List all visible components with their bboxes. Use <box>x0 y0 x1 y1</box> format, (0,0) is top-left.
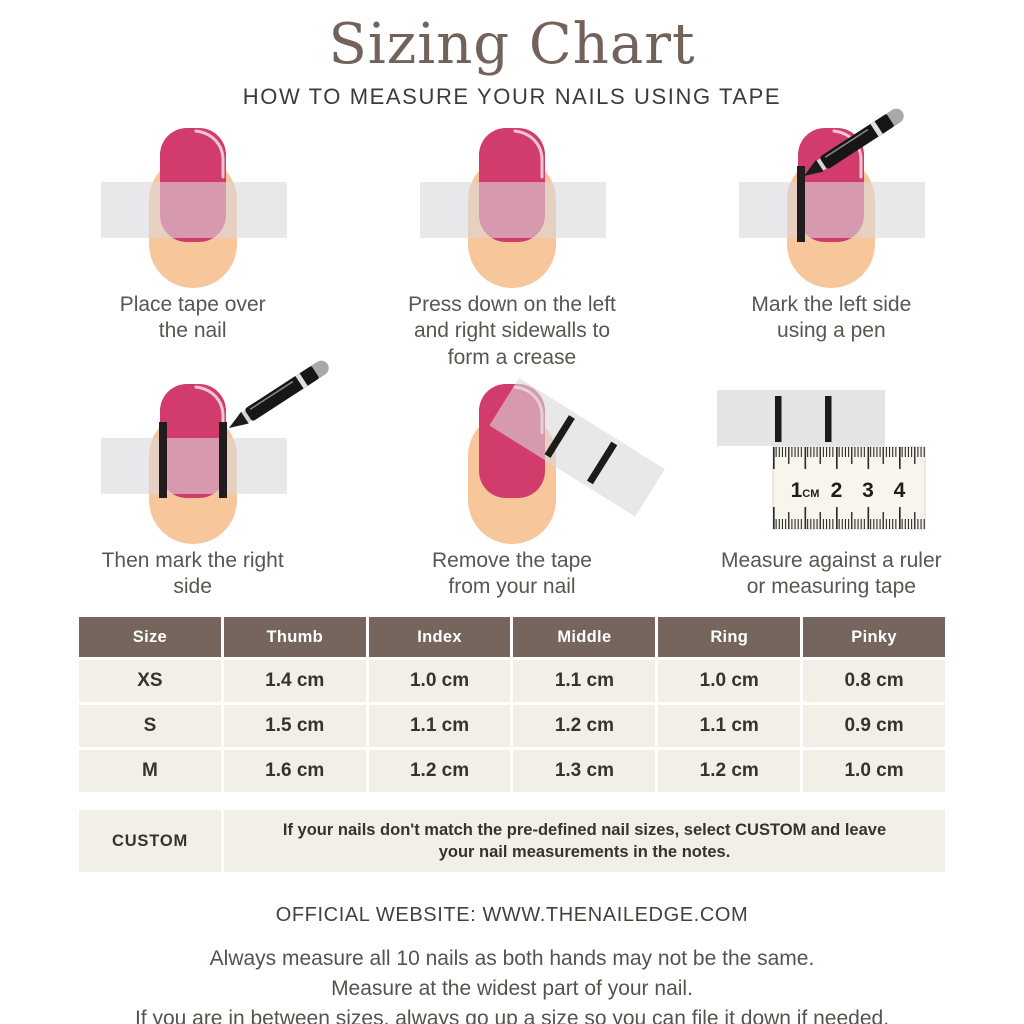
finger-peel-tape-illustration <box>466 377 665 546</box>
left-mark-line <box>797 165 806 242</box>
value-cell: 1.2 cm <box>368 750 511 793</box>
finger-pen-illustration <box>739 104 926 290</box>
table-header-pinky: Pinky <box>803 617 945 658</box>
table-header-size: Size <box>79 617 221 658</box>
step-caption: Remove the tape from your nail <box>432 548 592 599</box>
tape-graphic <box>739 181 926 238</box>
value-cell: 1.0 cm <box>658 660 801 703</box>
footer-note: Measure at the widest part of your nail. <box>331 977 693 1001</box>
finger-tape-illustration <box>100 126 287 290</box>
size-table: Size Thumb Index Middle Ring Pinky XS 1.… <box>79 617 945 793</box>
value-cell: 1.2 cm <box>658 750 801 793</box>
value-cell: 1.4 cm <box>223 660 366 703</box>
table-header-middle: Middle <box>513 617 656 658</box>
step-caption: Mark the left side using a pen <box>751 292 912 343</box>
step-remove-tape: Remove the tape from your nail <box>355 376 668 601</box>
peeled-tape-graphic <box>489 377 665 517</box>
value-cell: 1.3 cm <box>513 750 656 793</box>
page-subtitle: HOW TO MEASURE YOUR NAILS USING TAPE <box>242 83 782 109</box>
tape-graphic <box>100 181 287 238</box>
step-caption: Measure against a ruler or measuring tap… <box>721 548 942 599</box>
mark-line <box>775 395 782 442</box>
step-place-tape: Place tape over the nail <box>36 120 349 372</box>
value-cell: 1.1 cm <box>658 705 801 748</box>
left-mark-line <box>158 421 167 498</box>
steps-row-2: Then mark the right side Remove the tape… <box>36 356 988 601</box>
page-title: Sizing Chart <box>328 12 696 77</box>
ruler-measure-illustration: 1CM 2 3 4 <box>717 389 926 530</box>
step-press-sidewalls: Press down on the left and right sidewal… <box>355 120 668 372</box>
right-mark-line <box>218 421 227 498</box>
size-cell-s: S <box>79 705 221 748</box>
step-caption: Place tape over the nail <box>119 292 266 343</box>
step-measure-ruler: 1CM 2 3 4 Measure against a ruler or mea… <box>675 376 988 601</box>
step-mark-right: Then mark the right side <box>36 356 349 601</box>
value-cell: 1.0 cm <box>368 660 511 703</box>
custom-label: CUSTOM <box>79 810 221 873</box>
value-cell: 1.0 cm <box>803 750 945 793</box>
footer-notes: Always measure all 10 nails as both hand… <box>0 944 1024 1024</box>
ruler-number-1: 1CM <box>791 479 820 502</box>
ruler-number-3: 3 <box>862 479 874 502</box>
step-caption: Press down on the left and right sidewal… <box>408 292 616 370</box>
mark-line <box>825 395 832 442</box>
footer-note: Always measure all 10 nails as both hand… <box>209 947 815 971</box>
ruler-graphic: 1CM 2 3 4 <box>772 446 926 530</box>
tape-graphic <box>419 181 606 238</box>
mark-line <box>586 441 618 485</box>
ruler-number-4: 4 <box>894 479 906 502</box>
table-header-index: Index <box>368 617 511 658</box>
value-cell: 1.1 cm <box>368 705 511 748</box>
size-cell-m: M <box>79 750 221 793</box>
value-cell: 0.8 cm <box>803 660 945 703</box>
step-caption: Then mark the right side <box>101 548 284 599</box>
ruler-number-2: 2 <box>831 479 843 502</box>
mark-line <box>544 414 575 458</box>
marked-tape-graphic <box>717 389 886 446</box>
finger-pen-illustration <box>100 356 333 546</box>
table-header-ring: Ring <box>658 617 801 658</box>
step-mark-left: Mark the left side using a pen <box>675 104 988 372</box>
value-cell: 0.9 cm <box>803 705 945 748</box>
tape-graphic <box>100 437 287 494</box>
custom-size-row: CUSTOM If your nails don't match the pre… <box>79 810 945 873</box>
finger-tape-illustration <box>419 126 606 290</box>
value-cell: 1.2 cm <box>513 705 656 748</box>
custom-note: If your nails don't match the pre-define… <box>224 810 945 873</box>
size-cell-xs: XS <box>79 660 221 703</box>
table-header-thumb: Thumb <box>223 617 366 658</box>
website-line: OFFICIAL WEBSITE: WWW.THENAILEDGE.COM <box>275 904 749 927</box>
steps-row-1: Place tape over the nail Press down on t… <box>36 104 988 372</box>
value-cell: 1.1 cm <box>513 660 656 703</box>
value-cell: 1.5 cm <box>223 705 366 748</box>
footer-note: If you are in between sizes, always go u… <box>134 1007 890 1024</box>
value-cell: 1.6 cm <box>223 750 366 793</box>
